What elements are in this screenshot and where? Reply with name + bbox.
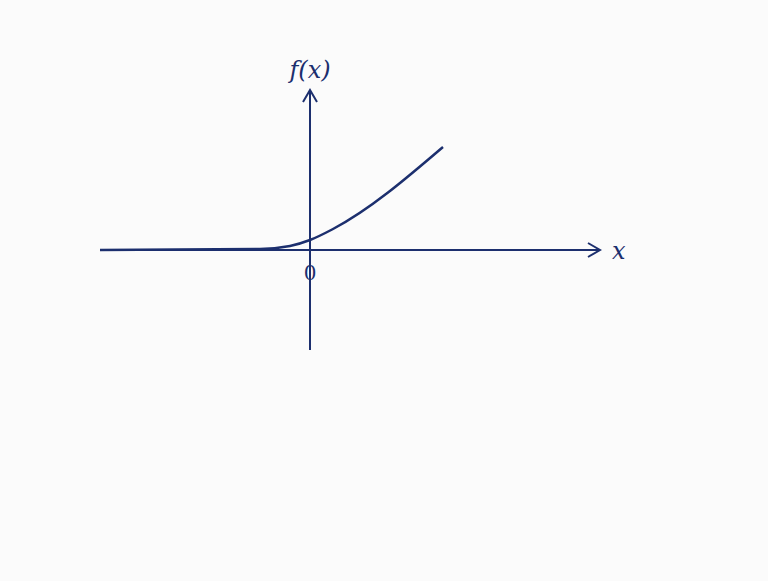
svg-text:x: x [612, 237, 626, 265]
svg-text:0: 0 [304, 261, 317, 285]
svg-text:f(x): f(x) [287, 56, 330, 84]
